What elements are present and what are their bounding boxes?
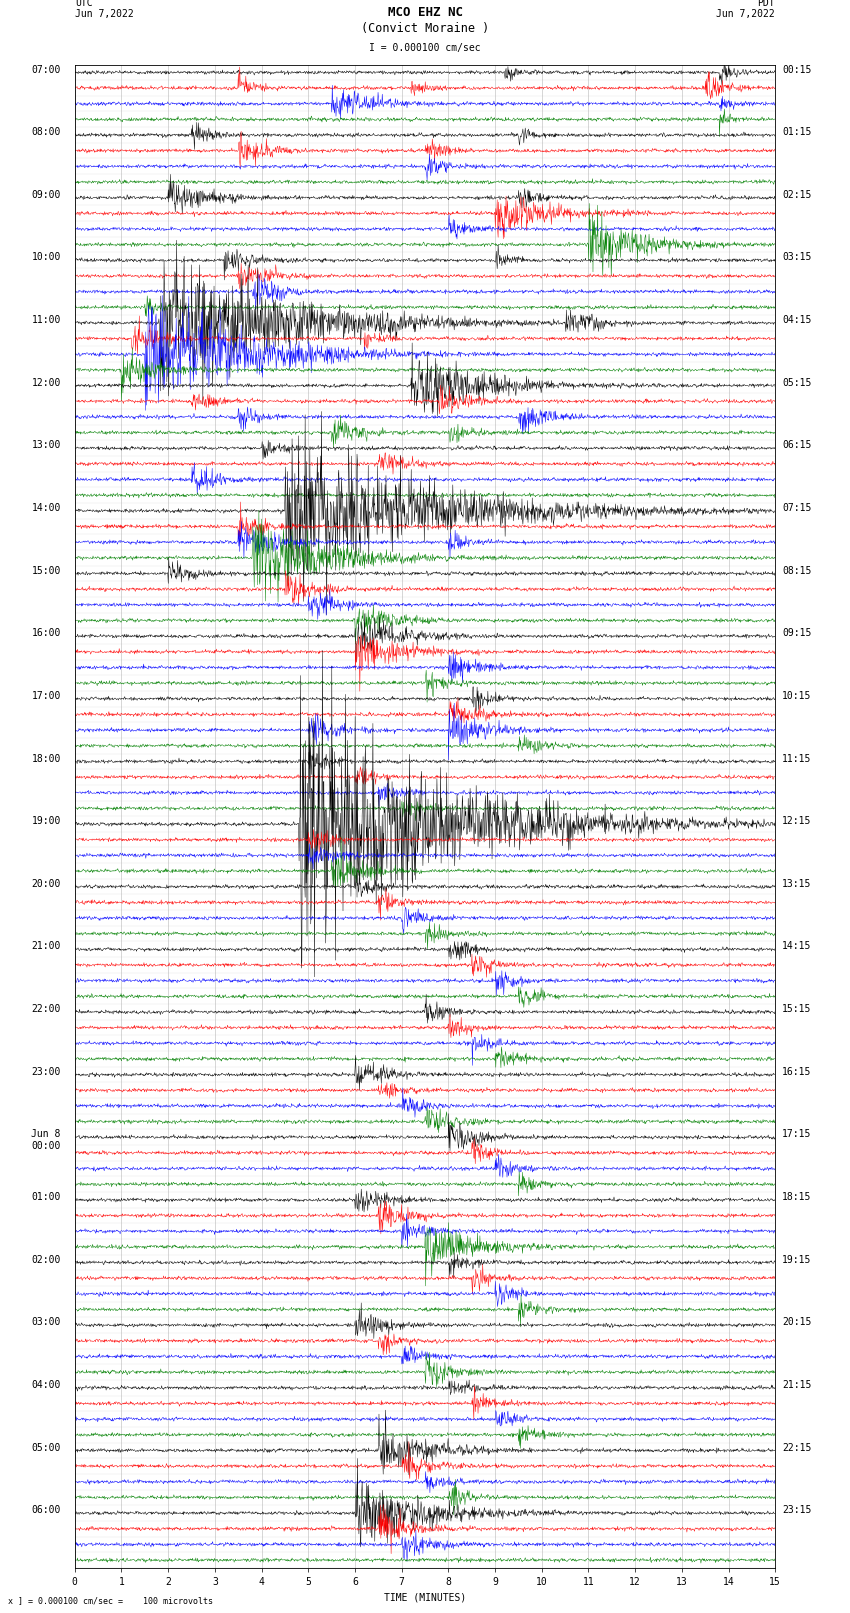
Text: 23:00: 23:00	[31, 1066, 61, 1077]
Text: 04:00: 04:00	[31, 1381, 61, 1390]
Text: PDT
Jun 7,2022: PDT Jun 7,2022	[717, 0, 775, 19]
Text: 10:15: 10:15	[782, 690, 812, 702]
Text: 14:00: 14:00	[31, 503, 61, 513]
Text: 22:00: 22:00	[31, 1003, 61, 1015]
Text: 23:15: 23:15	[782, 1505, 812, 1515]
Text: 11:15: 11:15	[782, 753, 812, 763]
Text: 12:00: 12:00	[31, 377, 61, 387]
Text: 16:00: 16:00	[31, 629, 61, 639]
Text: 12:15: 12:15	[782, 816, 812, 826]
Text: 11:00: 11:00	[31, 315, 61, 326]
Text: 01:15: 01:15	[782, 127, 812, 137]
Text: 03:00: 03:00	[31, 1318, 61, 1327]
Text: Jun 8
00:00: Jun 8 00:00	[31, 1129, 61, 1152]
Text: 21:00: 21:00	[31, 942, 61, 952]
Text: 06:00: 06:00	[31, 1505, 61, 1515]
Text: 13:00: 13:00	[31, 440, 61, 450]
Text: 20:00: 20:00	[31, 879, 61, 889]
Text: 02:15: 02:15	[782, 190, 812, 200]
Text: 10:00: 10:00	[31, 253, 61, 263]
Text: MCO EHZ NC: MCO EHZ NC	[388, 6, 462, 19]
Text: 00:15: 00:15	[782, 65, 812, 74]
Text: 21:15: 21:15	[782, 1381, 812, 1390]
Text: 14:15: 14:15	[782, 942, 812, 952]
Text: 08:15: 08:15	[782, 566, 812, 576]
Text: 09:15: 09:15	[782, 629, 812, 639]
Text: 02:00: 02:00	[31, 1255, 61, 1265]
Text: 09:00: 09:00	[31, 190, 61, 200]
X-axis label: TIME (MINUTES): TIME (MINUTES)	[384, 1592, 466, 1602]
Text: 22:15: 22:15	[782, 1442, 812, 1453]
Text: 06:15: 06:15	[782, 440, 812, 450]
Text: 13:15: 13:15	[782, 879, 812, 889]
Text: 15:00: 15:00	[31, 566, 61, 576]
Text: 18:15: 18:15	[782, 1192, 812, 1202]
Text: 20:15: 20:15	[782, 1318, 812, 1327]
Text: 17:15: 17:15	[782, 1129, 812, 1139]
Text: 15:15: 15:15	[782, 1003, 812, 1015]
Text: (Convict Moraine ): (Convict Moraine )	[361, 23, 489, 35]
Text: 16:15: 16:15	[782, 1066, 812, 1077]
Text: x ] = 0.000100 cm/sec =    100 microvolts: x ] = 0.000100 cm/sec = 100 microvolts	[8, 1595, 213, 1605]
Text: 08:00: 08:00	[31, 127, 61, 137]
Text: 19:00: 19:00	[31, 816, 61, 826]
Text: 19:15: 19:15	[782, 1255, 812, 1265]
Text: 17:00: 17:00	[31, 690, 61, 702]
Text: 05:00: 05:00	[31, 1442, 61, 1453]
Text: 01:00: 01:00	[31, 1192, 61, 1202]
Text: 18:00: 18:00	[31, 753, 61, 763]
Text: 07:15: 07:15	[782, 503, 812, 513]
Text: 05:15: 05:15	[782, 377, 812, 387]
Text: 03:15: 03:15	[782, 253, 812, 263]
Text: 04:15: 04:15	[782, 315, 812, 326]
Text: I = 0.000100 cm/sec: I = 0.000100 cm/sec	[369, 44, 481, 53]
Text: 07:00: 07:00	[31, 65, 61, 74]
Text: UTC
Jun 7,2022: UTC Jun 7,2022	[75, 0, 133, 19]
